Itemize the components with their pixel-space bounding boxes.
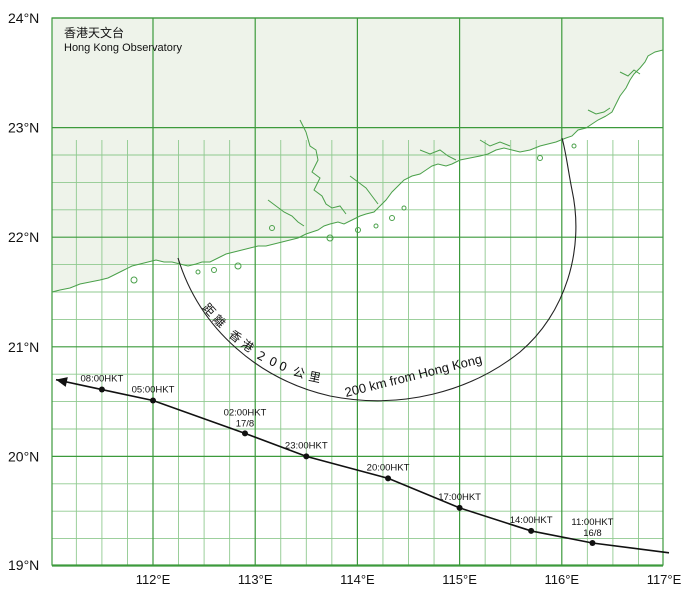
time-label: 05:00HKT [132,385,175,396]
time-label: 14:00HKT [510,515,553,526]
track-position-dot [456,504,463,511]
latitude-labels: 24°N 23°N 22°N 21°N 20°N 19°N [8,10,39,573]
latitude-label: 23°N [8,120,39,136]
range-ring-200km [177,137,577,402]
longitude-label: 114°E [340,572,375,587]
longitude-label: 117°E [647,572,682,587]
latitude-label: 24°N [8,10,39,26]
longitude-label: 112°E [136,572,171,587]
longitude-label: 116°E [544,572,579,587]
major-grid [51,17,664,567]
time-label: 11:00HKT [571,517,613,528]
track-position-dot [528,527,535,534]
coastline [51,49,664,293]
credit-english: Hong Kong Observatory [64,42,183,54]
track-positions [98,386,596,546]
track-position-dot [385,475,392,482]
date-label: 16/8 [583,528,602,539]
range-char-7: 公 [291,364,306,381]
time-label: 23:00HKT [285,440,328,451]
track-position-dot [150,397,156,404]
time-label: 08:00HKT [81,374,124,385]
track-position-dot [303,453,310,460]
latitude-label: 20°N [8,448,39,464]
credit-chinese: 香港天文台 [64,25,124,40]
date-label: 17/8 [236,418,255,429]
track-arrowhead [56,377,68,387]
track-position-dot [98,386,105,393]
range-char-1: 離 [210,312,228,330]
range-char-4: 2 [255,348,268,364]
range-label-chinese: 距 離 香 港 2 0 0 公 里 [200,301,322,386]
latitude-label: 19°N [8,557,39,573]
longitude-label: 115°E [442,572,477,587]
latitude-label: 21°N [8,339,39,355]
range-label-english: 200 km from Hong Kong [343,351,483,400]
range-char-6: 0 [277,359,289,375]
longitude-label: 113°E [238,572,273,587]
track-position-dot [589,539,596,546]
range-char-8: 里 [307,369,322,385]
latitude-label: 22°N [8,229,39,245]
time-label: 02:00HKT [224,407,267,418]
longitude-labels: 112°E 113°E 114°E 115°E 116°E 117°E [136,572,682,587]
track-position-dot [241,430,248,437]
time-label: 20:00HKT [367,462,410,473]
arrowhead [56,377,68,387]
time-label: 17:00HKT [438,492,481,503]
typhoon-track-line [55,378,670,554]
